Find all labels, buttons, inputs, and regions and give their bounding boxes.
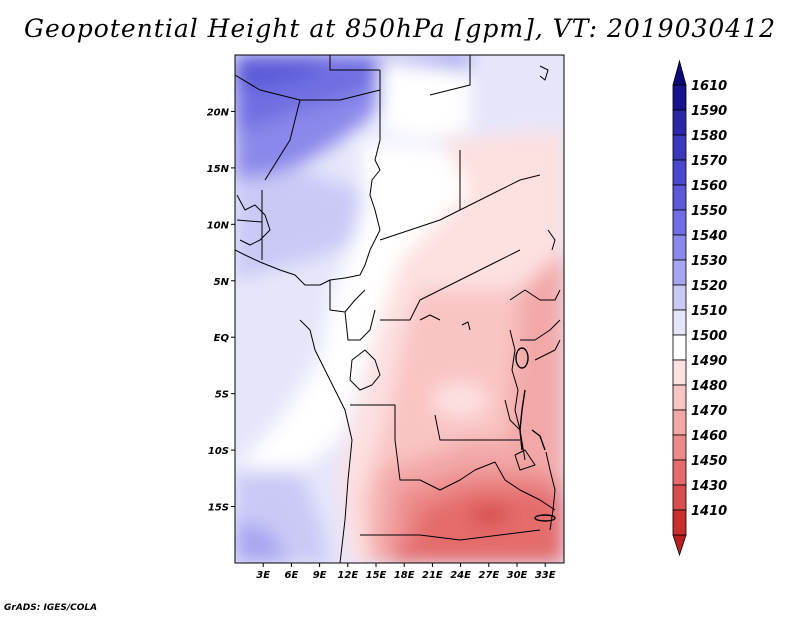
colorbar-swatch: [672, 309, 687, 336]
colorbar-label: 1560: [691, 179, 727, 194]
colorbar-top-arrow: [672, 59, 687, 86]
colorbar-swatch: [672, 84, 687, 111]
colorbar-label: 1460: [691, 429, 727, 444]
colorbar-label: 1590: [691, 104, 727, 119]
lat-tick-label: 15S: [208, 503, 229, 514]
lon-tick-label: 27E: [478, 570, 499, 581]
colorbar-label: 1540: [691, 229, 727, 244]
colorbar-swatch: [672, 209, 687, 236]
lon-tick-label: 6E: [285, 570, 299, 581]
colorbar-swatch: [672, 434, 687, 461]
map-frame: [234, 54, 565, 564]
colorbar-label: 1610: [691, 79, 727, 94]
lon-tick-label: 24E: [450, 570, 471, 581]
colorbar-label: 1470: [691, 404, 727, 419]
colorbar-swatch: [672, 409, 687, 436]
lon-tick-label: 15E: [366, 570, 387, 581]
latitude-axis: 20N 15N 10N 5N EQ 5S 10S 15S: [207, 107, 235, 514]
lat-tick-label: 5N: [214, 277, 230, 288]
height-field: [235, 55, 564, 563]
lon-tick-label: 18E: [394, 570, 415, 581]
colorbar-swatch: [672, 384, 687, 411]
colorbar-bottom-arrow: [672, 534, 687, 557]
colorbar-label: 1520: [691, 279, 727, 294]
colorbar-swatch: [672, 134, 687, 161]
colorbar-label: 1510: [691, 304, 727, 319]
colorbar-swatch: [672, 459, 687, 486]
lon-tick-label: 3E: [256, 570, 270, 581]
lon-tick-label: 33E: [535, 570, 556, 581]
credit-label: GrADS: IGES/COLA: [4, 603, 98, 613]
colorbar-swatch: [672, 259, 687, 286]
colorbar-label: 1570: [691, 154, 727, 169]
lat-tick-label: 10N: [207, 220, 230, 231]
map-title: Geopotential Height at 850hPa [gpm], VT:…: [23, 14, 777, 43]
colorbar-label: 1450: [691, 454, 727, 469]
colorbar-swatch: [672, 184, 687, 211]
lat-tick-label: 20N: [207, 107, 230, 118]
colorbar-label: 1410: [691, 504, 727, 519]
colorbar-swatch: [672, 284, 687, 311]
colorbar-label: 1580: [691, 129, 727, 144]
colorbar-label: 1430: [691, 479, 727, 494]
lat-tick-label: 10S: [208, 446, 229, 457]
lon-tick-label: 21E: [422, 570, 443, 581]
colorbar-label: 1480: [691, 379, 727, 394]
colorbar-swatch: [672, 334, 687, 361]
lat-tick-label: 15N: [207, 164, 230, 175]
colorbar: 1610 1590 1580 1570 1560 1550 1540 1530 1520 1510…: [672, 59, 727, 557]
colorbar-swatch: [672, 109, 687, 136]
colorbar-label: 1500: [691, 329, 727, 344]
lon-tick-label: 30E: [507, 570, 528, 581]
colorbar-swatch: [672, 484, 687, 511]
colorbar-label: 1550: [691, 204, 727, 219]
longitude-axis: 3E 6E 9E 12E 15E 18E 21E 24E 27E 30E 33E: [256, 563, 556, 581]
lat-tick-label: EQ: [214, 333, 230, 344]
colorbar-label: 1490: [691, 354, 727, 369]
lat-tick-label: 5S: [215, 390, 229, 401]
colorbar-swatch: [672, 509, 687, 536]
colorbar-label: 1530: [691, 254, 727, 269]
lon-tick-label: 12E: [337, 570, 358, 581]
colorbar-swatch: [672, 359, 687, 386]
lon-tick-label: 9E: [313, 570, 327, 581]
colorbar-swatch: [672, 234, 687, 261]
colorbar-swatch: [672, 159, 687, 186]
